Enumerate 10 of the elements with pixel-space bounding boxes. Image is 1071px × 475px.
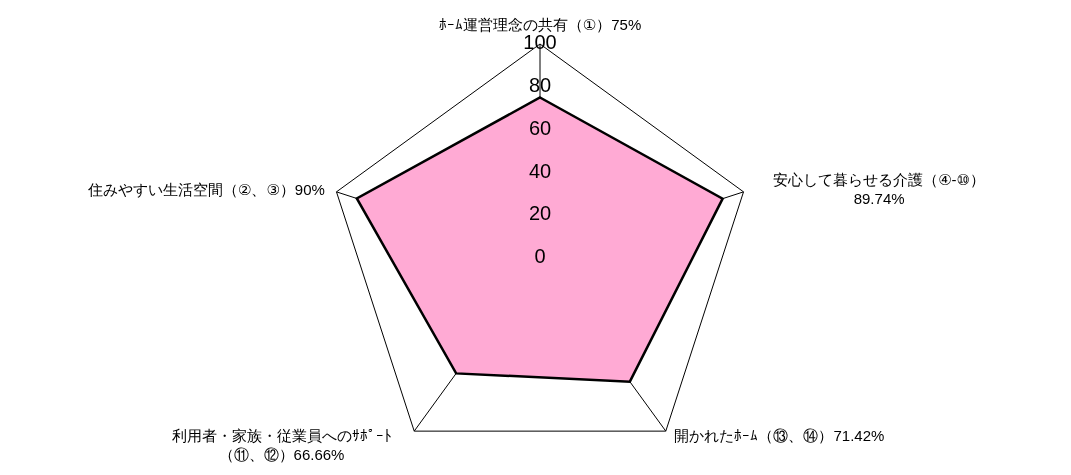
spoke-label: 利用者・家族・従業員へのｻﾎﾟｰﾄ（⑪、⑫）66.66% bbox=[170, 425, 393, 464]
spoke-label: 開かれたﾎｰﾑ（⑬、⑭）71.42% bbox=[674, 425, 885, 445]
y-tick-label: 20 bbox=[528, 202, 552, 225]
y-tick-label: 40 bbox=[528, 159, 552, 182]
spoke-label: ﾎｰﾑ運営理念の共有（①）75% bbox=[438, 15, 642, 34]
y-tick-label: 80 bbox=[528, 74, 552, 97]
spoke-label: 安心して暮らせる介護（④-⑩）89.74% bbox=[772, 170, 987, 209]
y-tick-label: 60 bbox=[528, 116, 552, 139]
spoke-label: 住みやすい生活空間（②、③）90% bbox=[87, 179, 325, 199]
y-tick-label: 0 bbox=[534, 245, 546, 268]
